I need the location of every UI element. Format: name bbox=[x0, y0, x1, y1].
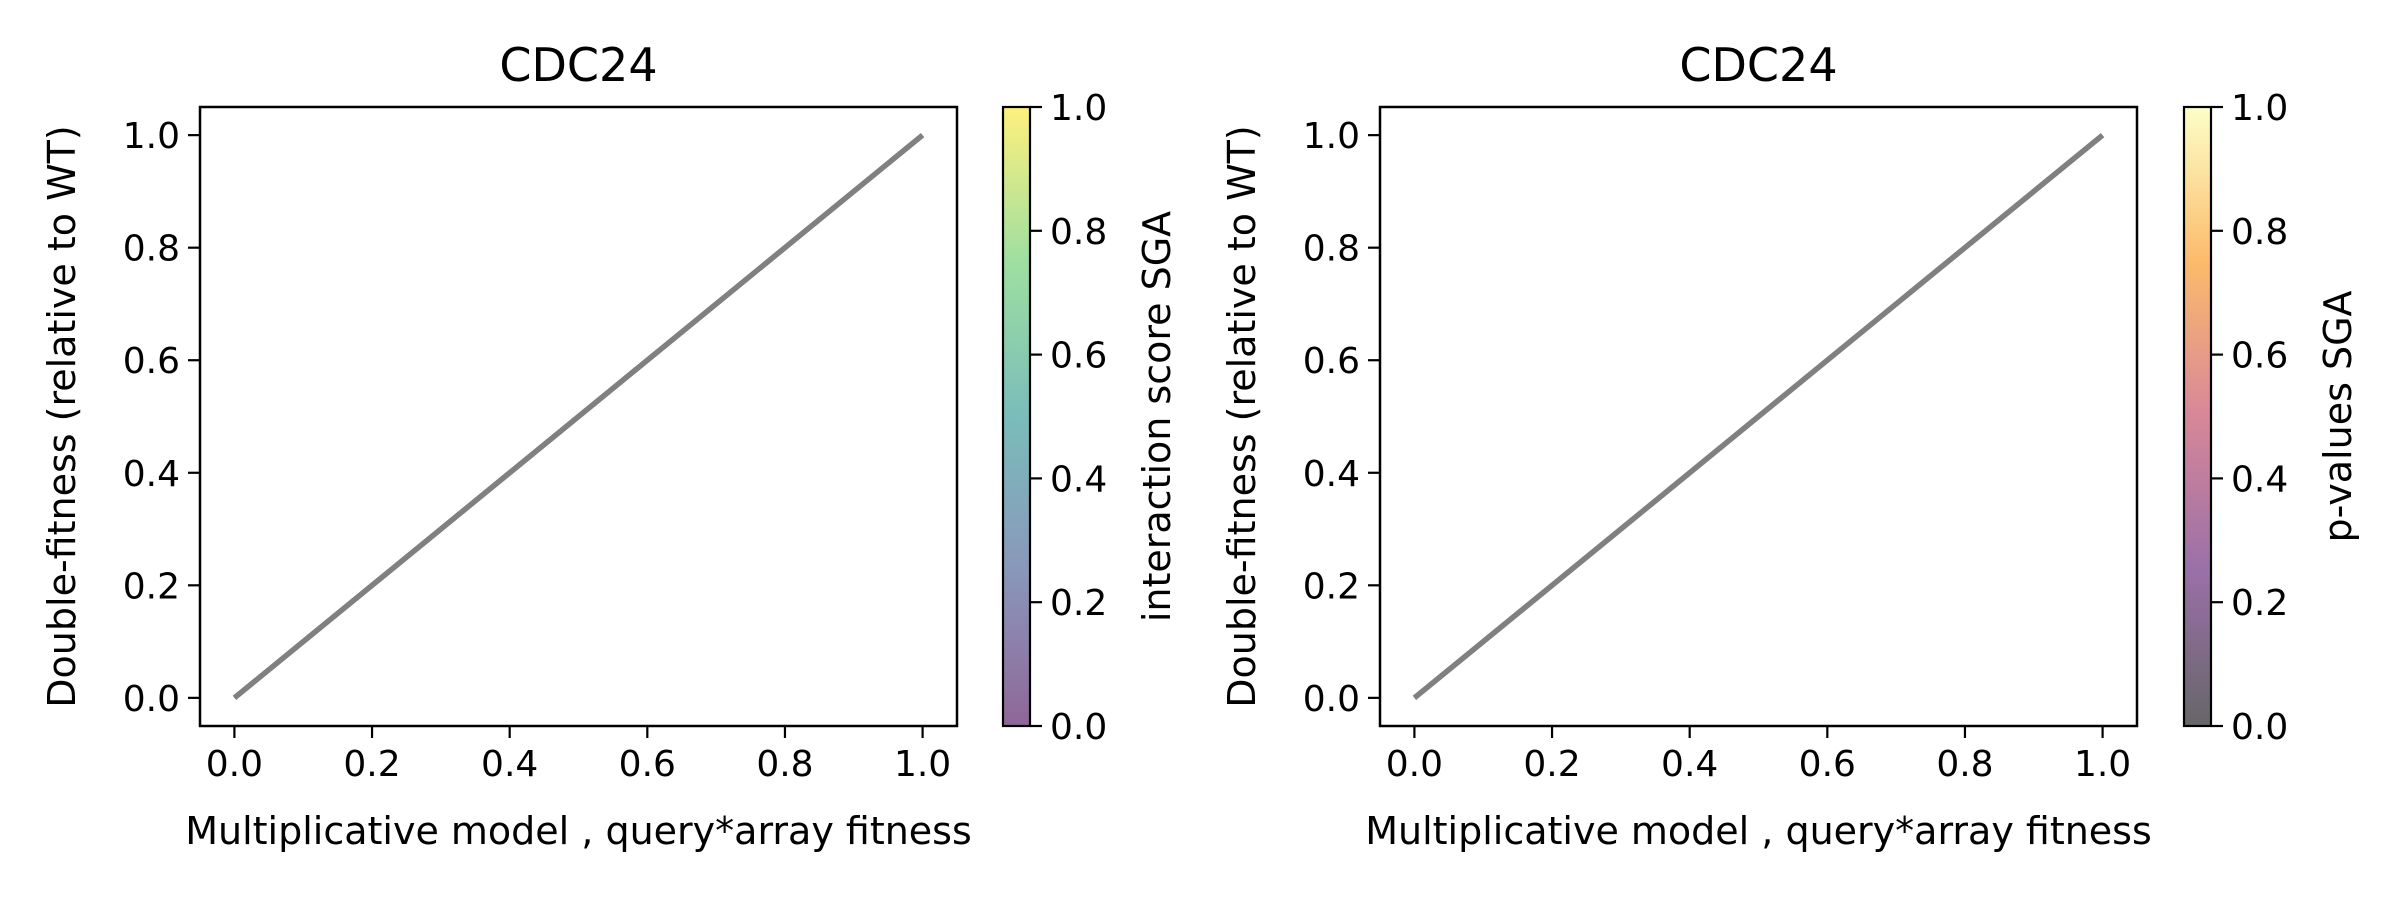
colorbar-tick-label: 0.8 bbox=[2231, 212, 2288, 253]
y-tick-label: 1.0 bbox=[123, 116, 180, 157]
x-tick-label: 0.8 bbox=[756, 744, 813, 785]
y-tick-label: 0.0 bbox=[1303, 679, 1360, 720]
x-tick-label: 0.6 bbox=[619, 744, 676, 785]
colorbar-tick-label: 0.0 bbox=[1050, 707, 1107, 748]
series-line-1 bbox=[1412, 132, 2105, 701]
y-tick-label: 0.2 bbox=[123, 566, 180, 607]
colorbar-tick-label: 0.6 bbox=[1050, 336, 1107, 377]
x-tick-label: 0.0 bbox=[206, 744, 263, 785]
y-axis-label: Double-fitness (relative to WT) bbox=[1220, 125, 1264, 707]
colorbar-frame bbox=[1001, 105, 1032, 728]
colorbar-frame bbox=[2182, 105, 2213, 728]
y-tick-label: 0.4 bbox=[1303, 454, 1360, 495]
axes-frame bbox=[198, 105, 959, 728]
colorbar-tick-label: 1.0 bbox=[2231, 88, 2288, 129]
colorbar-tick-label: 0.8 bbox=[1050, 212, 1107, 253]
x-tick-label: 0.2 bbox=[1523, 744, 1580, 785]
y-tick-label: 0.2 bbox=[1303, 566, 1360, 607]
x-tick-label: 0.0 bbox=[1386, 744, 1443, 785]
colorbar: 0.0 0.2 0.4 0.6 0.8 1.0 p-values SGA bbox=[2182, 88, 2360, 748]
colorbar-gradient bbox=[1003, 107, 1030, 726]
x-tick-label: 1.0 bbox=[2074, 744, 2131, 785]
y-tick-label: 0.6 bbox=[123, 341, 180, 382]
colorbar-tick-label: 0.2 bbox=[1050, 583, 1107, 624]
x-tick-label: 0.8 bbox=[1936, 744, 1993, 785]
y-tick-label: 0.4 bbox=[123, 454, 180, 495]
y-tick-label: 0.8 bbox=[123, 229, 180, 270]
x-axis-label: Multiplicative model , query*array fitne… bbox=[1365, 809, 2152, 853]
y-tick-label: 0.8 bbox=[1303, 229, 1360, 270]
colorbar-gradient bbox=[2184, 107, 2211, 726]
colorbar: 0.0 0.2 0.4 0.6 0.8 1.0 interaction score SGA bbox=[1001, 88, 1179, 748]
x-tick-label: 0.2 bbox=[343, 744, 400, 785]
y-tick-label: 0.6 bbox=[1303, 341, 1360, 382]
chart-title: CDC24 bbox=[1679, 38, 1837, 92]
colorbar-tick-label: 0.0 bbox=[2231, 707, 2288, 748]
colorbar-tick-label: 0.4 bbox=[2231, 459, 2288, 500]
chart-title: CDC24 bbox=[499, 38, 657, 92]
y-tick-label: 0.0 bbox=[123, 679, 180, 720]
x-axis-label: Multiplicative model , query*array fitne… bbox=[185, 809, 972, 853]
colorbar-tick-label: 0.2 bbox=[2231, 583, 2288, 624]
colorbar-tick-label: 1.0 bbox=[1050, 88, 1107, 129]
axes-frame bbox=[1378, 105, 2139, 728]
colorbar-tick-label: 0.4 bbox=[1050, 459, 1107, 500]
x-tick-label: 1.0 bbox=[894, 744, 951, 785]
y-tick-label: 1.0 bbox=[1303, 116, 1360, 157]
chart-panel-1: CDC24 0.0 0.2 0.4 0.6 0.8 1.0 0.0 0.2 0.4 0.6 0.8 1.… bbox=[40, 38, 1179, 853]
x-tick-label: 0.4 bbox=[1661, 744, 1718, 785]
colorbar-label: p-values SGA bbox=[2316, 290, 2360, 542]
series-line-1 bbox=[232, 132, 925, 701]
y-axis-label: Double-fitness (relative to WT) bbox=[40, 125, 84, 707]
chart-panel-2: CDC24 0.0 0.2 0.4 0.6 0.8 1.0 0.0 0.2 0.4 0.6 0.8 1.… bbox=[1220, 38, 2360, 853]
colorbar-label: interaction score SGA bbox=[1135, 211, 1179, 622]
x-tick-label: 0.4 bbox=[481, 744, 538, 785]
x-tick-label: 0.6 bbox=[1799, 744, 1856, 785]
colorbar-tick-label: 0.6 bbox=[2231, 336, 2288, 377]
